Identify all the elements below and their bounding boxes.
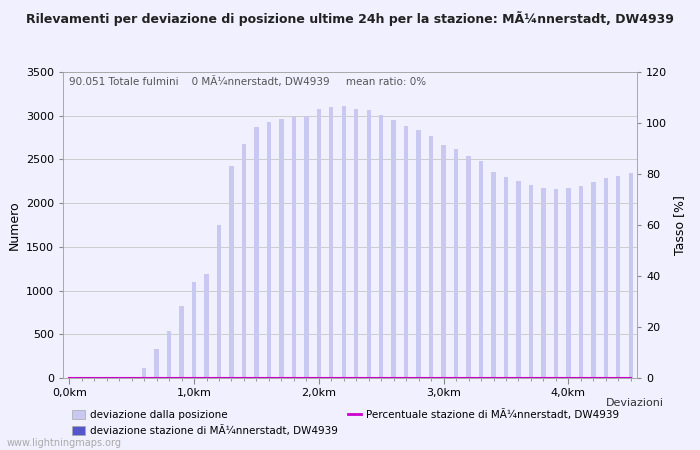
- Bar: [267, 122, 271, 378]
- Bar: [379, 115, 384, 378]
- Bar: [230, 166, 234, 378]
- Bar: [591, 182, 596, 378]
- Bar: [367, 110, 371, 378]
- Bar: [579, 186, 583, 378]
- Bar: [179, 306, 183, 378]
- Bar: [404, 126, 408, 378]
- Bar: [241, 144, 246, 378]
- Bar: [504, 177, 508, 378]
- Bar: [603, 178, 608, 378]
- Y-axis label: Tasso [%]: Tasso [%]: [673, 195, 686, 255]
- Bar: [167, 331, 172, 378]
- Bar: [292, 117, 296, 378]
- Bar: [304, 116, 309, 378]
- Bar: [254, 127, 258, 378]
- Bar: [466, 156, 470, 378]
- Text: Deviazioni: Deviazioni: [606, 398, 664, 408]
- Bar: [204, 274, 209, 378]
- Bar: [616, 176, 620, 378]
- Bar: [528, 185, 533, 378]
- Bar: [442, 144, 446, 378]
- Bar: [192, 282, 196, 378]
- Bar: [541, 188, 545, 378]
- Bar: [429, 136, 433, 378]
- Bar: [142, 368, 146, 378]
- Bar: [155, 349, 159, 378]
- Bar: [342, 106, 346, 378]
- Bar: [491, 171, 496, 378]
- Bar: [479, 161, 483, 378]
- Bar: [316, 109, 321, 378]
- Bar: [279, 119, 284, 378]
- Text: www.lightningmaps.org: www.lightningmaps.org: [7, 438, 122, 448]
- Legend: deviazione dalla posizione, deviazione stazione di MÃ¼nnerstadt, DW4939, Percent: deviazione dalla posizione, deviazione s…: [68, 405, 624, 440]
- Bar: [391, 120, 396, 378]
- Bar: [517, 181, 521, 378]
- Bar: [416, 130, 421, 378]
- Bar: [217, 225, 221, 378]
- Text: Rilevamenti per deviazione di posizione ultime 24h per la stazione: MÃ¼nnerstadt: Rilevamenti per deviazione di posizione …: [26, 11, 674, 26]
- Y-axis label: Numero: Numero: [7, 200, 20, 250]
- Bar: [629, 173, 633, 378]
- Bar: [566, 188, 570, 378]
- Bar: [354, 109, 358, 378]
- Bar: [454, 149, 458, 378]
- Bar: [554, 189, 558, 378]
- Bar: [329, 107, 333, 378]
- Text: 90.051 Totale fulmini    0 MÃ¼nnerstadt, DW4939     mean ratio: 0%: 90.051 Totale fulmini 0 MÃ¼nnerstadt, DW…: [69, 76, 426, 87]
